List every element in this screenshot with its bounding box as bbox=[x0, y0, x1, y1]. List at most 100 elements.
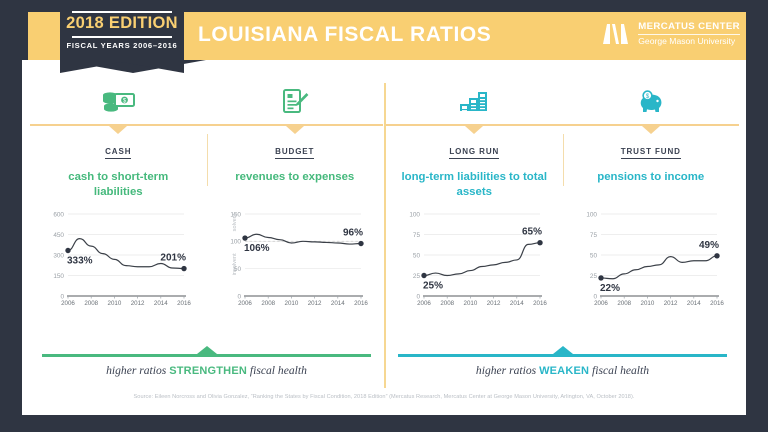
chart-row-left: 0 150 300 450 600 2006 2008 2010 2012 2014 2016 333… bbox=[30, 198, 383, 323]
svg-text:2016: 2016 bbox=[354, 300, 368, 307]
chart-cash: 0 150 300 450 600 2006 2008 2010 2012 2014 2016 333… bbox=[30, 198, 207, 323]
category-cash: CASH cash to short-term liabilities bbox=[30, 141, 207, 200]
svg-text:450: 450 bbox=[54, 232, 65, 239]
svg-text:75: 75 bbox=[413, 232, 421, 239]
svg-text:$: $ bbox=[646, 94, 650, 100]
svg-text:150: 150 bbox=[230, 211, 241, 218]
svg-text:2006: 2006 bbox=[61, 300, 75, 307]
svg-text:solvent: solvent bbox=[232, 213, 238, 231]
footer-prefix: higher ratios bbox=[106, 364, 170, 377]
svg-text:106%: 106% bbox=[244, 243, 270, 254]
svg-text:22%: 22% bbox=[600, 283, 620, 294]
footer-suffix: fiscal health bbox=[247, 364, 307, 377]
money-stack-icon: $ bbox=[30, 84, 207, 120]
mercatus-logo: MERCATUS CENTER George Mason University bbox=[601, 21, 740, 46]
svg-text:49%: 49% bbox=[699, 240, 719, 251]
gold-notch-trust-fund bbox=[641, 126, 660, 134]
svg-text:2010: 2010 bbox=[640, 300, 654, 307]
chart-trust-fund: 0 25 50 75 100 2006 2008 2010 2012 2014 2016 22% 49% bbox=[563, 198, 740, 323]
svg-text:25: 25 bbox=[413, 273, 421, 280]
svg-text:96%: 96% bbox=[343, 228, 363, 239]
svg-text:2008: 2008 bbox=[85, 300, 99, 307]
mercatus-logo-icon bbox=[601, 22, 631, 45]
svg-text:2012: 2012 bbox=[487, 300, 501, 307]
svg-text:100: 100 bbox=[410, 211, 421, 218]
page-title: LOUISIANA FISCAL RATIOS bbox=[198, 23, 492, 46]
svg-text:2006: 2006 bbox=[238, 300, 252, 307]
category-label: LONG RUN bbox=[449, 147, 500, 159]
gold-rule-left bbox=[30, 124, 383, 126]
panels-container: $ CASH bbox=[22, 60, 746, 415]
category-label: TRUST FUND bbox=[620, 147, 681, 159]
gold-notch-budget bbox=[285, 126, 304, 134]
svg-text:0: 0 bbox=[593, 293, 597, 300]
badge-rule-top bbox=[72, 11, 172, 13]
svg-text:300: 300 bbox=[54, 252, 65, 259]
logo-text: MERCATUS CENTER George Mason University bbox=[638, 21, 740, 46]
panel-weaken: $ LONG RUN long-term liabilities to tota… bbox=[386, 60, 739, 415]
svg-text:50: 50 bbox=[234, 266, 242, 273]
category-long-run: LONG RUN long-term liabilities to total … bbox=[386, 141, 563, 200]
svg-text:0: 0 bbox=[237, 293, 241, 300]
source-note: Source: Eileen Norcross and Olivia Gonza… bbox=[133, 394, 635, 400]
svg-text:333%: 333% bbox=[67, 255, 93, 266]
svg-text:100: 100 bbox=[230, 239, 241, 246]
svg-text:50: 50 bbox=[590, 252, 598, 259]
direction-arrow-up bbox=[196, 346, 217, 354]
svg-text:25: 25 bbox=[590, 273, 598, 280]
footer-caption: higher ratios STRENGTHEN fiscal health bbox=[30, 364, 383, 377]
svg-text:75: 75 bbox=[590, 232, 598, 239]
svg-text:2010: 2010 bbox=[108, 300, 122, 307]
svg-text:2016: 2016 bbox=[177, 300, 191, 307]
footer-emphasis: WEAKEN bbox=[539, 365, 590, 377]
category-description: revenues to expenses bbox=[235, 171, 355, 183]
svg-text:insolvent: insolvent bbox=[232, 253, 238, 276]
svg-text:2008: 2008 bbox=[441, 300, 455, 307]
footer-caption: higher ratios WEAKEN fiscal health bbox=[386, 364, 739, 377]
category-label: BUDGET bbox=[275, 147, 315, 159]
chart-row-right: 0 25 50 75 100 2006 2008 2010 2012 2014 2016 25% 65%… bbox=[386, 198, 739, 323]
svg-text:50: 50 bbox=[413, 252, 421, 259]
piggy-bank-icon: $ bbox=[563, 84, 740, 120]
gold-notch-cash bbox=[109, 126, 128, 134]
category-description: cash to short-term liabilities bbox=[68, 171, 169, 199]
badge-year-label: 2018 EDITION bbox=[66, 14, 178, 32]
svg-text:0: 0 bbox=[417, 293, 421, 300]
bar-chart-money-icon bbox=[386, 84, 563, 120]
svg-text:2006: 2006 bbox=[417, 300, 431, 307]
svg-text:600: 600 bbox=[54, 211, 65, 218]
badge-rule-bottom bbox=[72, 36, 172, 38]
footer-rule bbox=[42, 354, 371, 357]
header: 2018 EDITION FISCAL YEARS 2006–2016 LOUI… bbox=[0, 0, 768, 73]
svg-text:2016: 2016 bbox=[710, 300, 724, 307]
direction-arrow-up bbox=[552, 346, 573, 354]
category-label: CASH bbox=[105, 147, 132, 159]
svg-text:201%: 201% bbox=[161, 253, 187, 264]
svg-text:2008: 2008 bbox=[261, 300, 275, 307]
svg-text:2014: 2014 bbox=[510, 300, 524, 307]
category-trust-fund: TRUST FUND pensions to income bbox=[563, 141, 740, 185]
svg-text:2016: 2016 bbox=[533, 300, 547, 307]
svg-text:2012: 2012 bbox=[663, 300, 677, 307]
svg-text:$: $ bbox=[123, 99, 127, 105]
footer-prefix: higher ratios bbox=[475, 364, 540, 377]
badge-fiscal-years-label: FISCAL YEARS 2006–2016 bbox=[66, 41, 178, 50]
footer-rule bbox=[398, 354, 727, 357]
gold-rule-right bbox=[386, 124, 739, 126]
icon-row-left: $ bbox=[30, 84, 383, 120]
column-split-right bbox=[562, 134, 564, 186]
footer-emphasis: STRENGTHEN bbox=[169, 365, 247, 377]
svg-text:2014: 2014 bbox=[154, 300, 168, 307]
panel-divider bbox=[384, 83, 386, 388]
svg-text:2010: 2010 bbox=[464, 300, 478, 307]
svg-text:150: 150 bbox=[54, 273, 65, 280]
svg-text:25%: 25% bbox=[423, 281, 443, 292]
svg-text:2012: 2012 bbox=[131, 300, 145, 307]
category-budget: BUDGET revenues to expenses bbox=[207, 141, 384, 185]
footer-suffix: fiscal health bbox=[589, 364, 650, 377]
logo-subtitle: George Mason University bbox=[638, 36, 736, 46]
category-description: pensions to income bbox=[597, 171, 705, 183]
category-description: long-term liabilities to total assets bbox=[401, 171, 548, 199]
svg-text:2012: 2012 bbox=[307, 300, 321, 307]
